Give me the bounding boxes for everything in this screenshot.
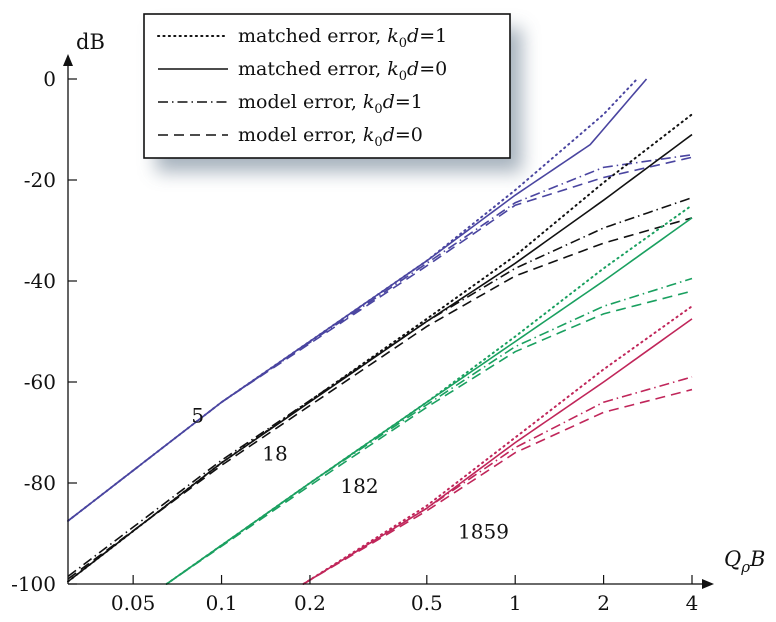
series-5-dashdot	[68, 155, 692, 521]
y-tick-label: -60	[24, 370, 56, 394]
x-tick-label: 4	[686, 591, 699, 615]
series-182-dashed	[167, 291, 692, 584]
x-axis-label: QρB	[724, 547, 765, 576]
series-18-dashdot	[68, 198, 692, 577]
curve-label-18: 18	[262, 441, 287, 465]
y-axis-label: dB	[76, 30, 105, 54]
series-182-dashdot	[167, 278, 692, 584]
x-tick-label: 1	[509, 591, 522, 615]
series-18-dotted	[68, 114, 692, 581]
series-182-dotted	[167, 205, 692, 584]
y-tick-label: -80	[24, 471, 56, 495]
series-18-dashed	[68, 218, 692, 579]
x-tick-label: 0.2	[294, 591, 326, 615]
x-tick-label: 0.1	[206, 591, 238, 615]
y-tick-label: -40	[24, 269, 56, 293]
y-tick-label: -20	[24, 168, 56, 192]
y-tick-label: 0	[43, 67, 56, 91]
curve-group-182	[167, 205, 692, 584]
series-5-dashed	[68, 157, 692, 521]
x-tick-label: 0.5	[411, 591, 443, 615]
y-tick-label: -100	[11, 572, 56, 596]
curve-group-18	[68, 114, 692, 581]
curve-label-1859: 1859	[458, 520, 509, 544]
y-axis-arrow	[63, 54, 73, 66]
curve-label-5: 5	[191, 403, 204, 427]
curve-label-182: 182	[340, 474, 378, 498]
x-tick-label: 0.05	[111, 591, 156, 615]
series-18-solid	[68, 135, 692, 582]
series-1859-solid	[303, 319, 692, 584]
x-tick-label: 2	[597, 591, 610, 615]
